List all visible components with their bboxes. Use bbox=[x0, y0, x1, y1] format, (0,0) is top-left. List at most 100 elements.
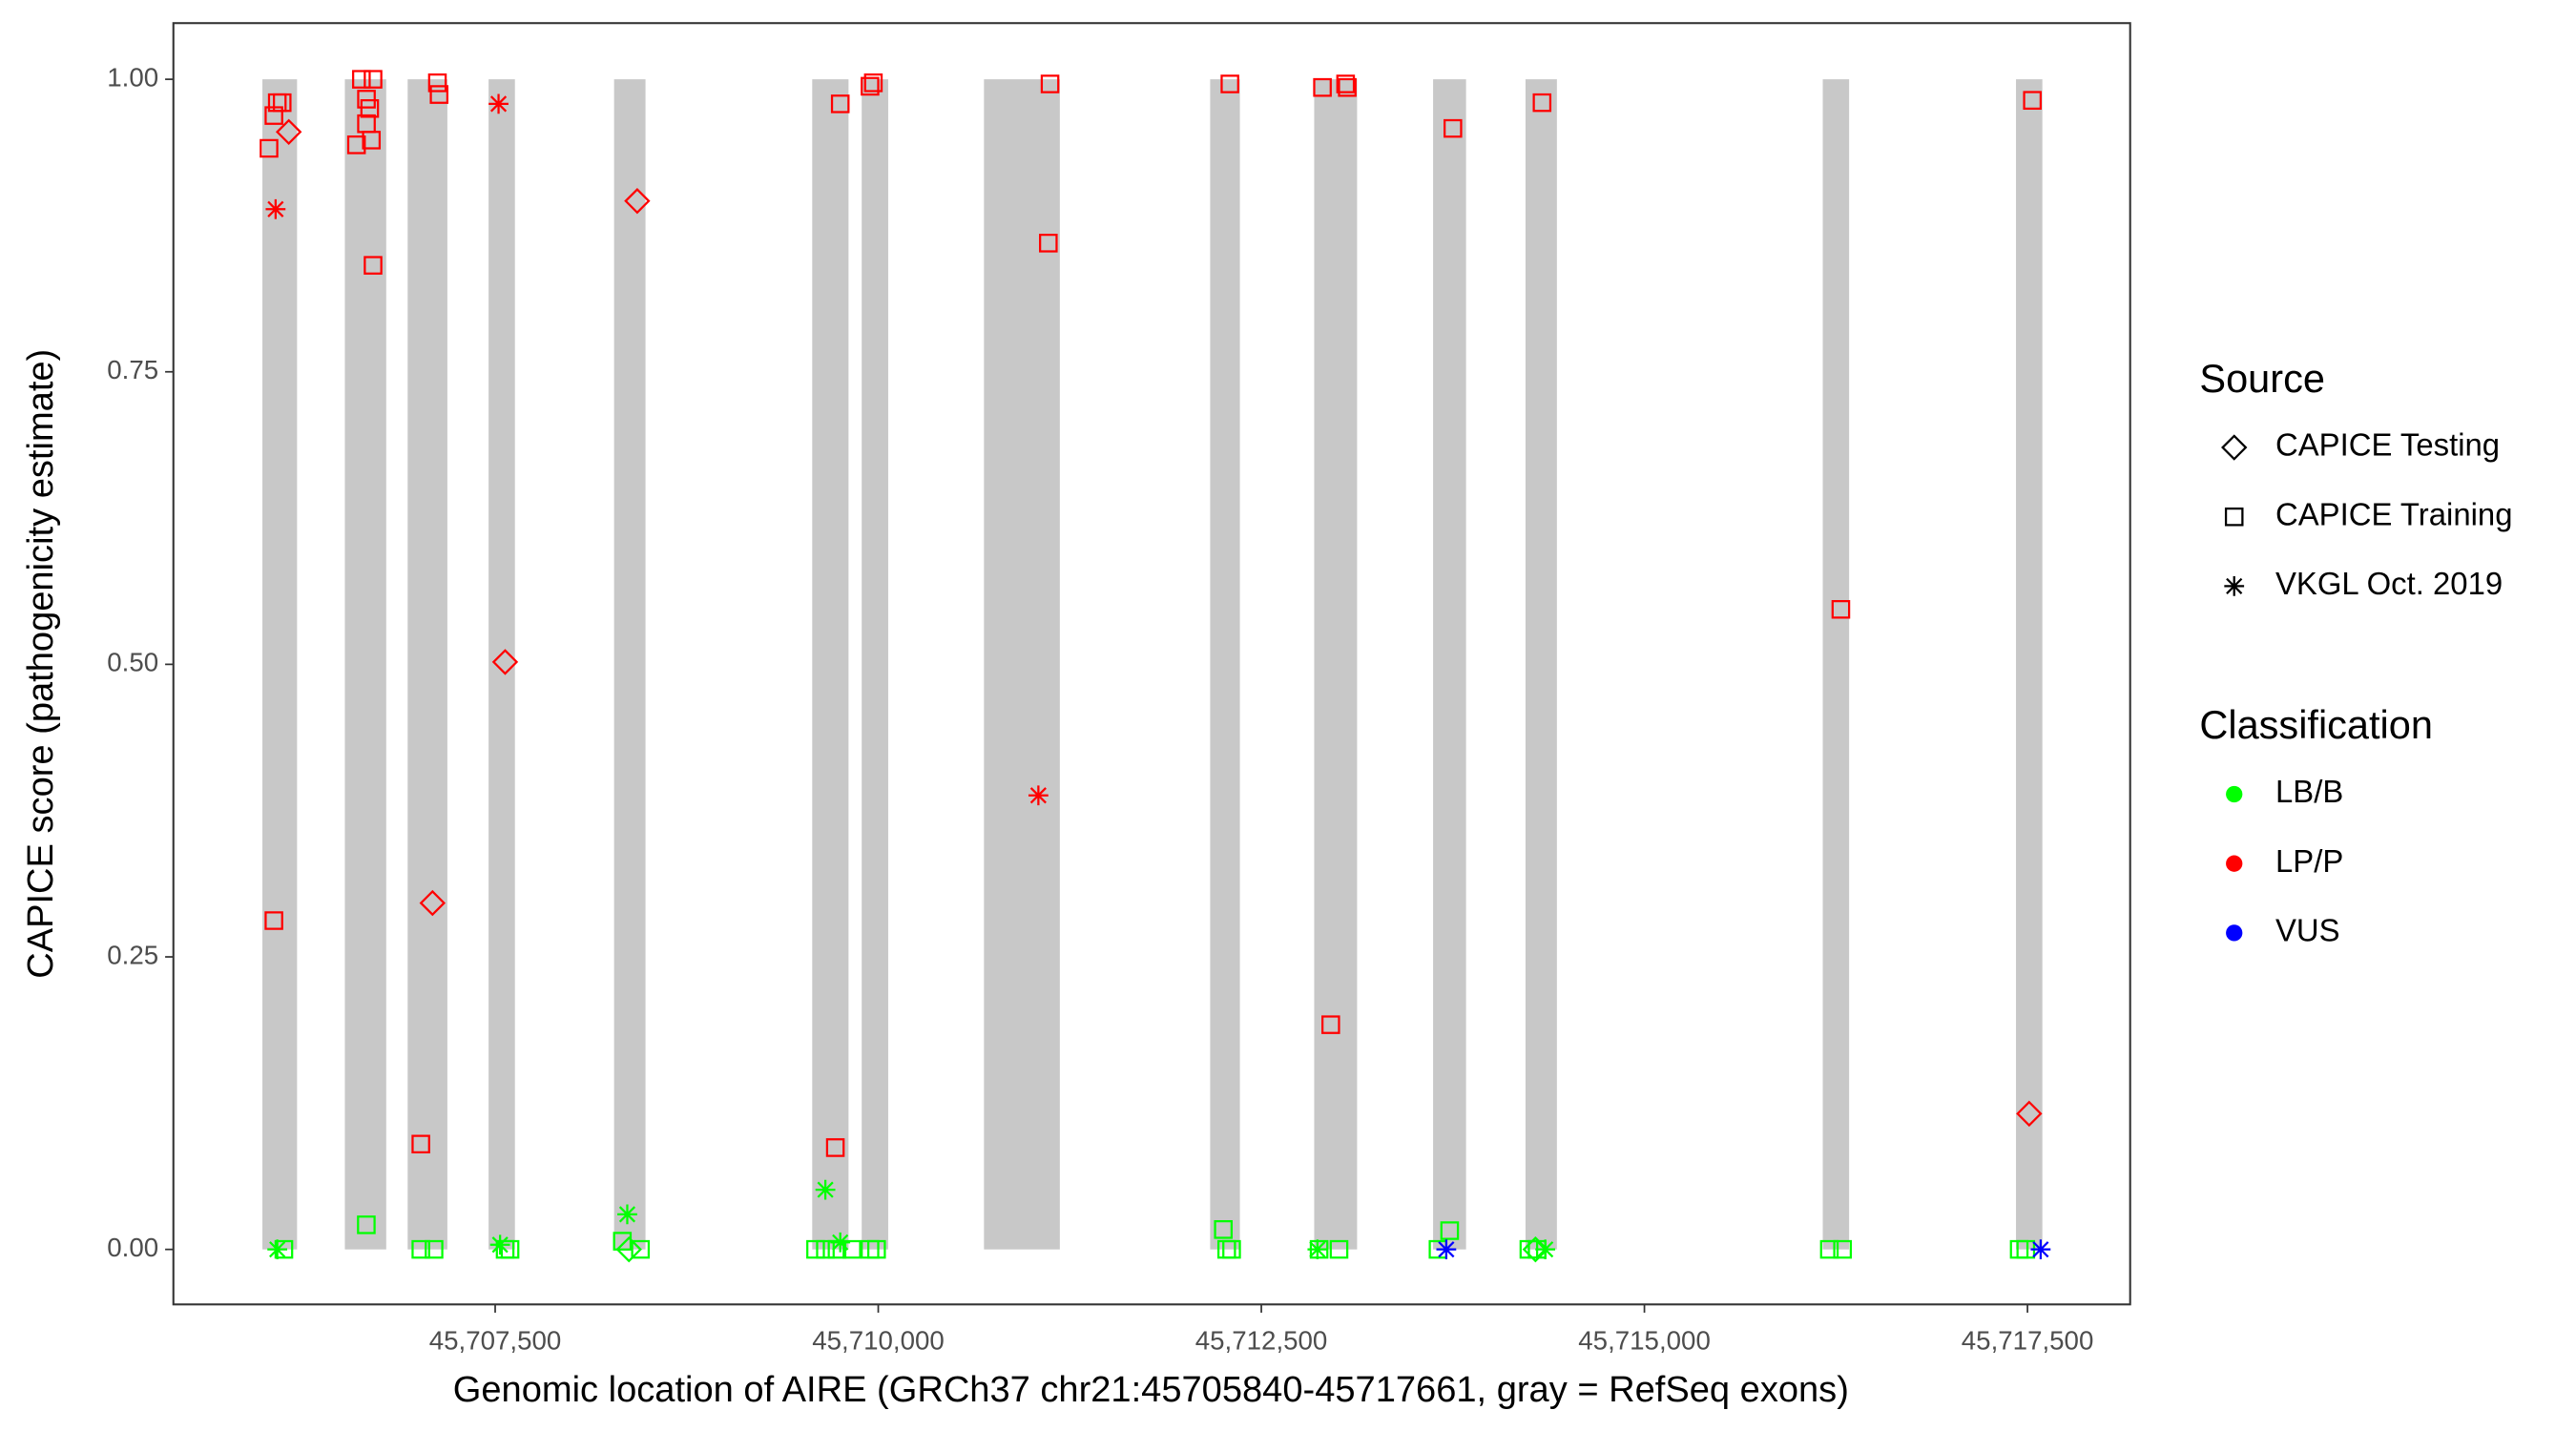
legend-label: LB/B bbox=[2275, 774, 2343, 809]
point bbox=[1336, 74, 1356, 93]
point bbox=[364, 256, 383, 275]
point bbox=[842, 1239, 862, 1259]
point bbox=[1214, 1220, 1233, 1239]
point bbox=[1222, 1239, 1241, 1259]
point bbox=[429, 85, 449, 104]
point bbox=[357, 90, 376, 109]
point bbox=[1444, 118, 1463, 138]
exon bbox=[1822, 79, 1850, 1250]
point bbox=[615, 1235, 642, 1263]
point bbox=[1440, 1221, 1460, 1240]
exon bbox=[488, 79, 515, 1250]
legend-dot bbox=[2226, 924, 2243, 942]
point bbox=[1307, 1239, 1328, 1260]
y-axis-title: CAPICE score (pathogenicity estimate) bbox=[21, 349, 61, 979]
point bbox=[272, 93, 292, 113]
legend-shape bbox=[2224, 507, 2244, 527]
point bbox=[419, 889, 447, 917]
point bbox=[491, 649, 519, 675]
point bbox=[2023, 91, 2043, 110]
legend-title: Source bbox=[2199, 356, 2325, 401]
y-tick-label: 0.00 bbox=[107, 1233, 158, 1262]
point bbox=[631, 1239, 651, 1259]
point bbox=[830, 1232, 851, 1253]
x-tick-label: 45,712,500 bbox=[1195, 1325, 1328, 1355]
exon bbox=[984, 79, 1060, 1250]
legend-title: Classification bbox=[2199, 702, 2433, 747]
point bbox=[1831, 599, 1851, 619]
point bbox=[264, 106, 283, 125]
point bbox=[1522, 1235, 1549, 1263]
point bbox=[825, 1138, 845, 1157]
exon bbox=[1433, 79, 1466, 1250]
point bbox=[624, 187, 651, 215]
point bbox=[264, 911, 283, 930]
legend-label: CAPICE Training bbox=[2275, 496, 2513, 531]
legend-dot bbox=[2226, 785, 2243, 803]
point bbox=[488, 93, 509, 114]
point bbox=[260, 138, 279, 158]
point bbox=[1329, 1239, 1349, 1259]
point bbox=[362, 131, 382, 150]
point bbox=[425, 1239, 444, 1259]
x-tick-label: 45,710,000 bbox=[812, 1325, 945, 1355]
panel-border bbox=[172, 22, 2131, 1306]
point bbox=[861, 76, 880, 96]
x-tick-label: 45,715,000 bbox=[1578, 1325, 1711, 1355]
point bbox=[1309, 1239, 1329, 1259]
point bbox=[357, 1215, 376, 1234]
point bbox=[815, 1179, 836, 1200]
exon bbox=[613, 79, 646, 1250]
legend-label: LP/P bbox=[2275, 843, 2343, 879]
point bbox=[2030, 1239, 2051, 1260]
point bbox=[360, 98, 380, 118]
point bbox=[427, 73, 447, 93]
point bbox=[1313, 77, 1332, 97]
point bbox=[267, 1239, 288, 1260]
point bbox=[265, 198, 286, 219]
exon bbox=[407, 79, 447, 1250]
point bbox=[863, 73, 883, 93]
exon bbox=[812, 79, 849, 1250]
point bbox=[1436, 1239, 1457, 1260]
point bbox=[489, 1234, 510, 1255]
y-tick-label: 0.75 bbox=[107, 355, 158, 384]
point bbox=[1833, 1239, 1853, 1259]
legend-label: VKGL Oct. 2019 bbox=[2275, 566, 2503, 601]
point bbox=[2016, 1100, 2043, 1128]
point bbox=[866, 1239, 886, 1259]
point bbox=[411, 1134, 430, 1154]
point bbox=[613, 1232, 633, 1251]
exon bbox=[1314, 79, 1358, 1250]
x-tick-label: 45,717,500 bbox=[1962, 1325, 2094, 1355]
point bbox=[1535, 1239, 1556, 1260]
exon bbox=[862, 79, 888, 1250]
exon bbox=[344, 79, 386, 1250]
legend-shape bbox=[2221, 434, 2248, 461]
y-tick-label: 0.50 bbox=[107, 648, 158, 677]
exon bbox=[1525, 79, 1557, 1250]
point bbox=[617, 1204, 637, 1225]
point bbox=[275, 118, 302, 146]
legend-dot bbox=[2226, 855, 2243, 872]
point bbox=[1321, 1015, 1340, 1034]
point bbox=[1220, 74, 1239, 93]
exon bbox=[1210, 79, 1240, 1250]
point bbox=[500, 1239, 520, 1259]
point bbox=[346, 135, 366, 155]
legend-shape bbox=[2224, 576, 2245, 596]
y-tick-label: 0.25 bbox=[107, 940, 158, 969]
point bbox=[1532, 93, 1552, 113]
point bbox=[2016, 1239, 2036, 1259]
exon bbox=[262, 79, 298, 1250]
legend-label: CAPICE Testing bbox=[2275, 427, 2500, 463]
point bbox=[830, 94, 850, 114]
point bbox=[1338, 77, 1357, 97]
legend-label: VUS bbox=[2275, 913, 2340, 948]
point bbox=[364, 70, 383, 89]
x-axis-title: Genomic location of AIRE (GRCh37 chr21:4… bbox=[453, 1370, 1849, 1410]
point bbox=[1028, 785, 1049, 806]
point bbox=[1039, 234, 1058, 253]
